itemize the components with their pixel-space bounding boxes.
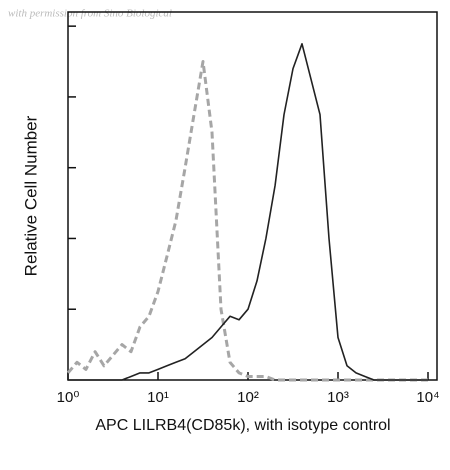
x-tick-label: 10⁴ <box>416 389 439 406</box>
histogram-line <box>68 43 428 381</box>
x-tick-label: 10³ <box>327 389 349 406</box>
x-tick-label: 10¹ <box>147 389 169 406</box>
x-axis-label: APC LILRB4(CD85k), with isotype control <box>95 417 390 434</box>
y-axis-label: Relative Cell Number <box>21 115 40 276</box>
x-tick-label: 10⁰ <box>57 389 80 406</box>
watermark: with permission from Sino Biological <box>8 8 172 20</box>
histogram-line <box>66 60 428 382</box>
x-tick-label: 10² <box>237 389 259 406</box>
plot-frame <box>67 11 438 381</box>
